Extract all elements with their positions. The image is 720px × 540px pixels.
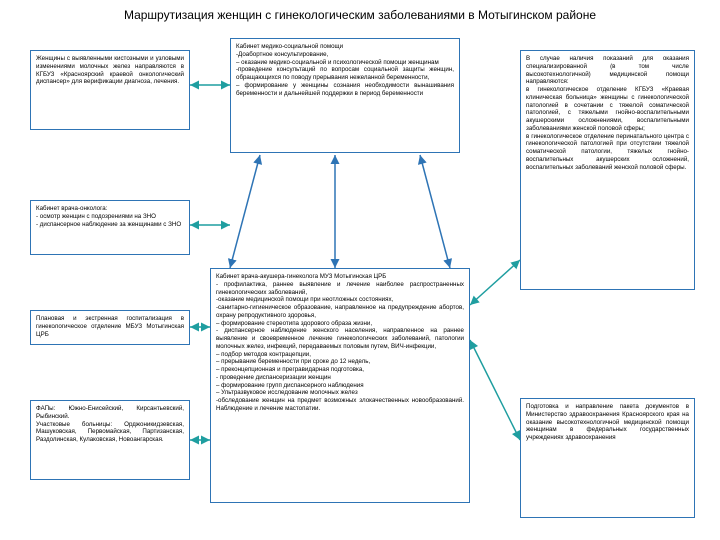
box-medsocial-help: Кабинет медико-социальной помощи-Доаборт… — [230, 38, 460, 153]
box-specialized-care: В случае наличия показаний для оказания … — [520, 50, 695, 290]
page-title: Маршрутизация женщин с гинекологическим … — [0, 8, 720, 22]
box-oncologist: Кабинет врача-онколога:- осмотр женщин с… — [30, 200, 190, 255]
box-hospitalization: Плановая и экстренная госпитализация в г… — [30, 310, 190, 345]
box-hightech-docs: Подготовка и направление пакета документ… — [520, 398, 695, 518]
box-obgyn-cabinet: Кабинет врача-акушера-гинеколога МУЗ Мот… — [210, 268, 470, 503]
box-fap: ФАПы: Южно-Енисейский, Кирсантьевский, Р… — [30, 400, 190, 480]
box-women-referral: Женщины с выявленными кистозными и узлов… — [30, 50, 190, 130]
